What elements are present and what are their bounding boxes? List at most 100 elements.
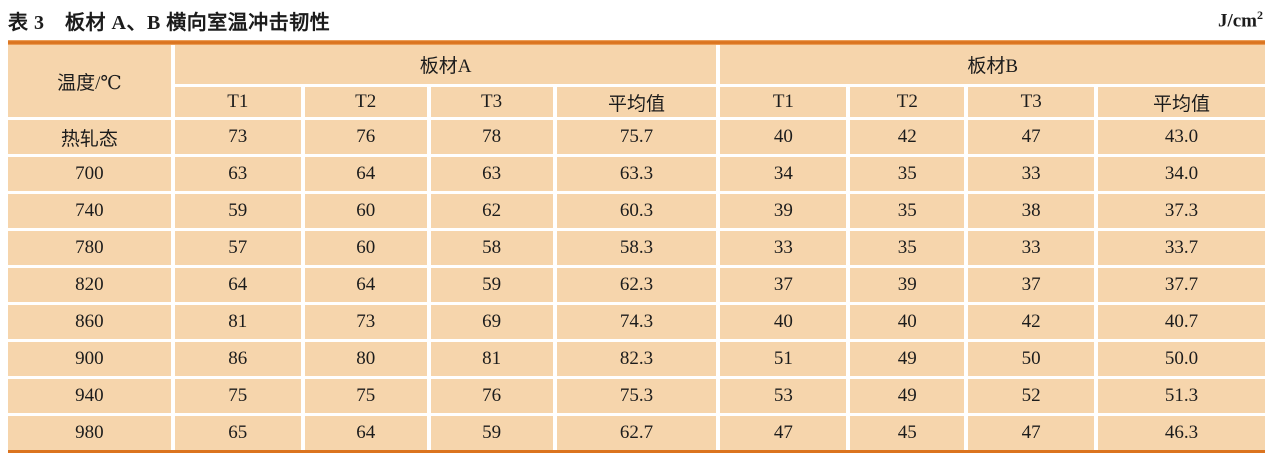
column-header-b-t1: T1 [720,87,847,117]
data-cell: 60 [304,194,427,228]
data-cell: 35 [850,194,965,228]
column-header-b-t2: T2 [850,87,965,117]
data-cell: 52 [968,379,1095,413]
data-cell: 64 [304,157,427,191]
data-cell: 51.3 [1098,379,1265,413]
data-cell: 57 [174,231,301,265]
temp-cell: 860 [8,305,171,339]
temp-cell: 740 [8,194,171,228]
data-cell: 74.3 [556,305,717,339]
data-cell: 38 [968,194,1095,228]
bottom-rule [8,450,1265,453]
temp-cell: 940 [8,379,171,413]
data-cell: 59 [174,194,301,228]
data-cell: 62.7 [556,416,717,450]
data-cell: 37.7 [1098,268,1265,302]
data-cell: 81 [430,342,553,376]
data-cell: 62.3 [556,268,717,302]
column-header-b-avg: 平均值 [1098,87,1265,117]
data-cell: 62 [430,194,553,228]
data-cell: 75.3 [556,379,717,413]
data-cell: 81 [174,305,301,339]
data-cell: 49 [850,342,965,376]
data-cell: 35 [850,157,965,191]
group-header-plate-a: 板材A [174,45,717,84]
data-cell: 33 [968,157,1095,191]
data-cell: 40.7 [1098,305,1265,339]
data-cell: 33 [720,231,847,265]
data-cell: 37 [720,268,847,302]
group-header-plate-b: 板材B [720,45,1265,84]
data-cell: 65 [174,416,301,450]
data-cell: 49 [850,379,965,413]
data-cell: 69 [430,305,553,339]
data-cell: 75.7 [556,120,717,154]
table-caption-bar: 表 3 板材 A、B 横向室温冲击韧性 J/cm2 [8,0,1265,40]
data-cell: 51 [720,342,847,376]
data-cell: 75 [304,379,427,413]
data-cell: 75 [174,379,301,413]
data-cell: 73 [304,305,427,339]
temp-cell: 热轧态 [8,120,171,154]
data-cell: 50 [968,342,1095,376]
unit-label: J/cm2 [1218,8,1265,32]
data-cell: 73 [174,120,301,154]
data-cell: 50.0 [1098,342,1265,376]
data-cell: 42 [850,120,965,154]
data-cell: 80 [304,342,427,376]
data-cell: 47 [968,416,1095,450]
data-cell: 39 [850,268,965,302]
data-cell: 86 [174,342,301,376]
data-cell: 40 [720,305,847,339]
data-cell: 58 [430,231,553,265]
data-cell: 40 [850,305,965,339]
data-cell: 35 [850,231,965,265]
data-cell: 64 [304,268,427,302]
data-cell: 45 [850,416,965,450]
data-cell: 63.3 [556,157,717,191]
data-cell: 60 [304,231,427,265]
column-header-a-avg: 平均值 [556,87,717,117]
data-cell: 37 [968,268,1095,302]
data-cell: 39 [720,194,847,228]
data-cell: 34 [720,157,847,191]
data-cell: 53 [720,379,847,413]
top-rule [8,40,1265,45]
data-cell: 42 [968,305,1095,339]
data-cell: 78 [430,120,553,154]
data-cell: 40 [720,120,847,154]
data-cell: 59 [430,416,553,450]
column-header-b-t3: T3 [968,87,1095,117]
data-cell: 33.7 [1098,231,1265,265]
data-cell: 82.3 [556,342,717,376]
data-cell: 59 [430,268,553,302]
data-cell: 63 [174,157,301,191]
data-cell: 63 [430,157,553,191]
temp-cell: 700 [8,157,171,191]
data-cell: 76 [304,120,427,154]
data-cell: 58.3 [556,231,717,265]
unit-superscript: 2 [1257,7,1263,22]
data-cell: 33 [968,231,1095,265]
data-cell: 46.3 [1098,416,1265,450]
data-cell: 64 [174,268,301,302]
table-title: 表 3 板材 A、B 横向室温冲击韧性 [8,11,331,34]
data-cell: 34.0 [1098,157,1265,191]
temp-cell: 820 [8,268,171,302]
column-header-a-t3: T3 [430,87,553,117]
data-cell: 76 [430,379,553,413]
data-cell: 60.3 [556,194,717,228]
impact-toughness-table: 温度/℃ 板材A 板材B T1 T2 T3 平均值 T1 T2 T3 平均值 热… [8,45,1265,450]
column-header-temperature: 温度/℃ [8,45,171,117]
temp-cell: 780 [8,231,171,265]
column-header-a-t2: T2 [304,87,427,117]
data-cell: 47 [968,120,1095,154]
temp-cell: 900 [8,342,171,376]
temp-cell: 980 [8,416,171,450]
unit-base: J/cm [1217,10,1257,32]
column-header-a-t1: T1 [174,87,301,117]
data-cell: 47 [720,416,847,450]
data-cell: 37.3 [1098,194,1265,228]
data-cell: 43.0 [1098,120,1265,154]
